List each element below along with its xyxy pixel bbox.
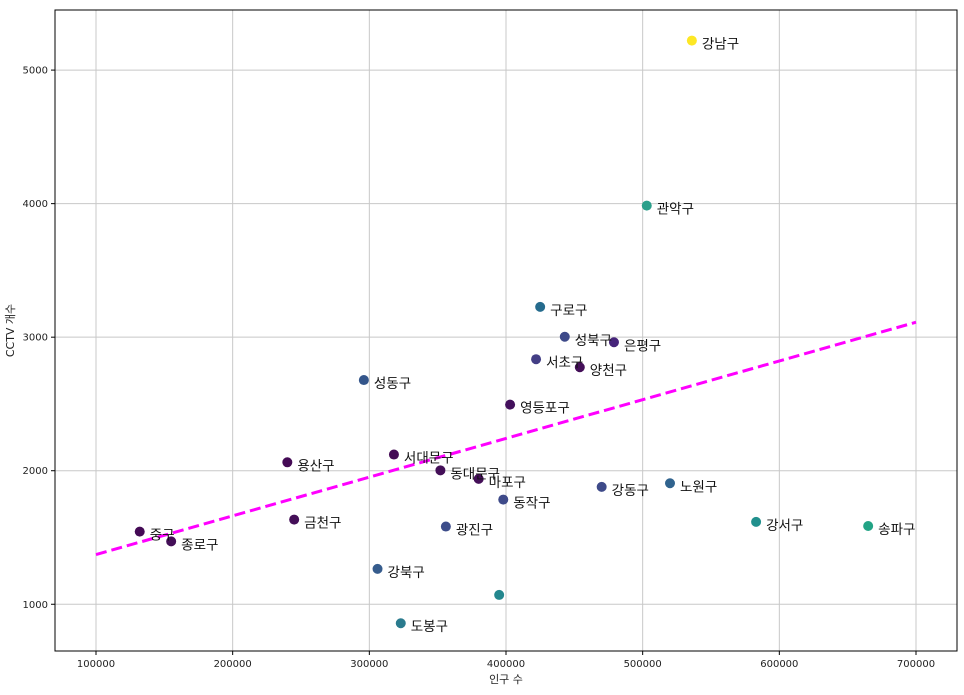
y-tick-label: 5000 [23,66,48,77]
data-point [686,35,697,46]
trendline-layer [95,320,917,557]
point-label: 동대문구 [450,466,500,482]
data-point [473,473,484,484]
data-point [665,478,675,489]
point-label: 용산구 [297,458,334,474]
y-axis-title: CCTV 개수 [4,304,17,357]
point-label: 종로구 [181,537,218,553]
y-tick-label: 1000 [23,600,48,611]
data-point [559,331,570,342]
data-point [531,354,542,365]
data-point [440,521,451,532]
data-point [435,465,446,476]
point-label: 중구 [150,528,175,544]
x-tick-label: 400000 [487,659,525,670]
data-point [608,337,619,348]
grid-lines [55,10,957,651]
x-tick-label: 100000 [77,659,115,670]
y-tick-label: 2000 [23,466,48,477]
data-point [498,494,509,505]
data-point [166,536,177,547]
x-tick-label: 600000 [760,659,798,670]
data-point [863,521,874,532]
point-label: 금천구 [304,516,341,532]
data-point [289,514,300,525]
data-point [134,526,145,537]
y-tick-label: 3000 [23,333,48,344]
point-label: 광진구 [456,523,493,539]
point-label: 도봉구 [411,619,448,635]
point-label: 관악구 [657,202,694,218]
x-tick-label: 200000 [214,659,252,670]
data-point [505,399,516,410]
data-points [134,35,874,629]
point-label: 성동구 [374,376,411,392]
point-label: 마포구 [489,475,526,491]
point-label: 서초구 [546,355,583,371]
data-point [388,449,399,460]
data-point [372,563,383,574]
point-label: 강북구 [388,565,425,581]
data-point [282,457,293,468]
y-tick-label: 4000 [23,199,48,210]
data-point [358,375,369,386]
point-label: 동작구 [513,496,550,512]
data-point [596,481,607,492]
point-label: 송파구 [878,522,915,538]
point-label: 은평구 [624,338,661,354]
point-label: 강서구 [766,518,803,534]
x-tick-label: 500000 [624,659,662,670]
point-label: 영등포구 [520,401,570,417]
data-point [574,362,585,373]
x-axis-title: 인구 수 [489,673,523,686]
data-point [641,200,652,211]
trendline [95,320,917,557]
data-point [494,589,505,600]
point-label: 성북구 [575,333,612,349]
data-point [535,301,546,312]
point-label: 강동구 [612,483,649,499]
data-point [395,618,406,629]
point-label: 구로구 [550,303,587,319]
axis-ticks: 100000 200000 300000 400000 500000 600000 7000… [23,66,936,670]
point-label: 강남구 [702,37,739,53]
data-point [751,516,762,527]
x-tick-label: 700000 [897,659,935,670]
x-tick-label: 300000 [350,659,388,670]
point-label: 노원구 [680,479,717,495]
point-label: 서대문구 [404,451,454,467]
point-label: 양천구 [590,363,627,379]
